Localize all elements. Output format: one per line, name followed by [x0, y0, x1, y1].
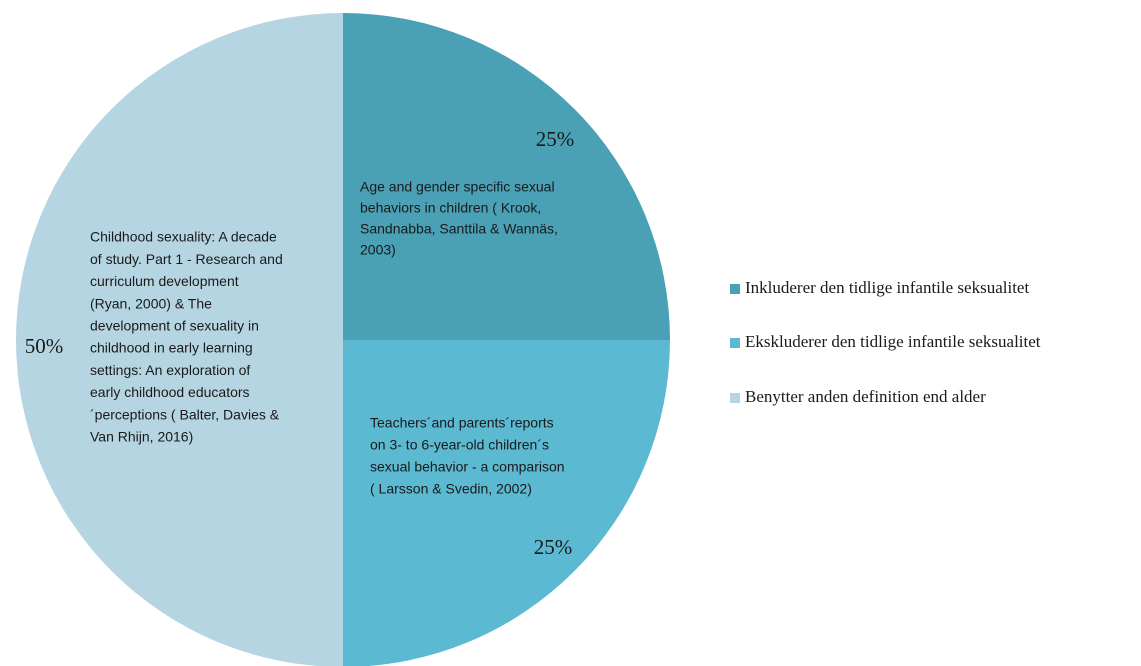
- slice-label: 25%: [534, 535, 573, 559]
- pie-slice: [343, 340, 670, 666]
- slice-label: 25%: [536, 127, 575, 151]
- annotation: childhood in early learning: [90, 340, 253, 356]
- legend-label: Ekskluderer den tidlige infantile seksua…: [745, 332, 1041, 351]
- annotation: Sandnabba, Santtila & Wannäs,: [360, 221, 558, 237]
- annotation: on 3- to 6-year-old children´s: [370, 437, 549, 453]
- annotation: ´perceptions ( Balter, Davies &: [90, 406, 280, 422]
- legend-swatch: [730, 338, 740, 348]
- annotation: Teachers´and parents´reports: [370, 415, 554, 431]
- annotation: early childhood educators: [90, 384, 250, 400]
- annotation: settings: An exploration of: [90, 362, 250, 378]
- slice-label: 50%: [25, 334, 64, 358]
- annotation: (Ryan, 2000) & The: [90, 295, 212, 311]
- pie-slice: [343, 13, 670, 340]
- annotation: of study. Part 1 - Research and: [90, 251, 283, 267]
- annotation: Van Rhijn, 2016): [90, 429, 193, 445]
- annotation: 2003): [360, 242, 396, 258]
- legend-label: Inkluderer den tidlige infantile seksual…: [745, 278, 1029, 297]
- annotation: curriculum development: [90, 273, 239, 289]
- annotation: ( Larsson & Svedin, 2002): [370, 481, 532, 497]
- annotation: Age and gender specific sexual: [360, 179, 555, 195]
- annotation: development of sexuality in: [90, 318, 259, 334]
- legend-label: Benytter anden definition end alder: [745, 387, 986, 406]
- annotation: Childhood sexuality: A decade: [90, 229, 277, 245]
- legend-swatch: [730, 284, 740, 294]
- annotation: sexual behavior - a comparison: [370, 459, 565, 475]
- pie-slice: [16, 13, 343, 666]
- legend-swatch: [730, 393, 740, 403]
- annotation: behaviors in children ( Krook,: [360, 200, 541, 216]
